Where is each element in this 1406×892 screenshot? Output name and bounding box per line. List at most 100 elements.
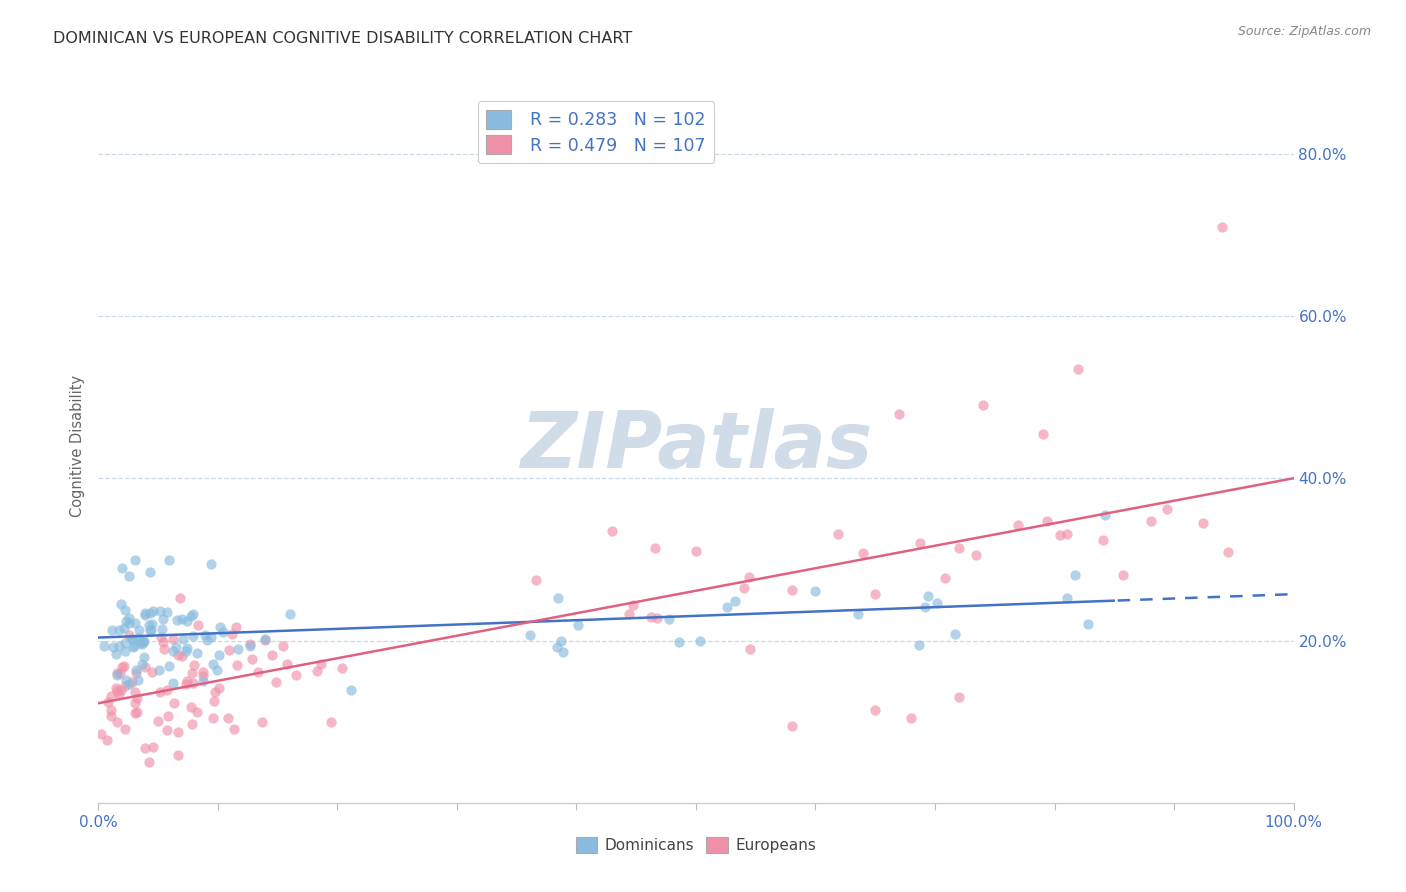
Point [207, 681, 229, 695]
Point [1112, 568, 1135, 582]
Point [100, 708, 122, 723]
Point [239, 637, 262, 651]
Point [239, 640, 262, 654]
Point [121, 632, 143, 646]
Point [1156, 502, 1178, 516]
Point [156, 723, 179, 737]
Point [163, 696, 186, 710]
Point [180, 700, 202, 714]
Point [111, 560, 134, 574]
Point [172, 612, 194, 626]
Point [162, 675, 184, 690]
Point [162, 632, 184, 646]
Point [108, 686, 131, 700]
Point [186, 706, 208, 720]
Point [108, 639, 131, 653]
Point [112, 659, 135, 673]
Point [200, 630, 222, 644]
Point [1032, 426, 1054, 441]
Point [118, 568, 141, 582]
Point [124, 696, 146, 710]
Point [181, 665, 204, 680]
Point [125, 690, 148, 705]
Point [567, 617, 589, 632]
Text: DOMINICAN VS EUROPEAN COGNITIVE DISABILITY CORRELATION CHART: DOMINICAN VS EUROPEAN COGNITIVE DISABILI… [53, 31, 633, 46]
Point [200, 557, 222, 571]
Point [125, 705, 148, 719]
Point [150, 622, 173, 636]
Point [138, 565, 160, 579]
Point [208, 620, 231, 634]
Point [96, 732, 118, 747]
Point [827, 527, 849, 541]
Point [733, 582, 755, 596]
Point [195, 632, 218, 647]
Point [689, 633, 711, 648]
Point [972, 399, 994, 413]
Point [97, 695, 120, 709]
Legend: Dominicans, Europeans: Dominicans, Europeans [569, 830, 823, 859]
Point [205, 663, 228, 677]
Text: ZIPatlas: ZIPatlas [520, 408, 872, 484]
Point [226, 642, 249, 657]
Point [142, 603, 165, 617]
Point [114, 643, 136, 657]
Point [246, 665, 269, 679]
Point [264, 675, 287, 690]
Point [186, 646, 208, 660]
Point [965, 549, 987, 563]
Point [201, 711, 224, 725]
Point [645, 611, 668, 625]
Point [141, 665, 163, 679]
Point [780, 719, 803, 733]
Point [124, 685, 146, 699]
Point [262, 648, 284, 662]
Point [141, 616, 163, 631]
Point [134, 741, 156, 756]
Point [737, 569, 759, 583]
Point [519, 628, 541, 642]
Point [121, 640, 143, 655]
Point [153, 642, 176, 657]
Point [221, 627, 243, 641]
Point [131, 634, 153, 648]
Point [658, 612, 681, 626]
Point [100, 690, 122, 704]
Point [550, 634, 572, 648]
Point [311, 657, 333, 671]
Point [170, 648, 193, 663]
Point [1077, 616, 1099, 631]
Point [162, 644, 184, 658]
Point [254, 633, 277, 648]
Point [157, 709, 180, 723]
Point [1049, 528, 1071, 542]
Point [305, 664, 328, 678]
Point [1218, 545, 1240, 559]
Point [846, 607, 869, 622]
Point [118, 628, 141, 642]
Point [1056, 527, 1078, 541]
Point [889, 407, 911, 421]
Point [167, 648, 190, 663]
Point [100, 702, 122, 716]
Point [128, 636, 150, 650]
Point [156, 682, 179, 697]
Point [724, 594, 747, 608]
Point [339, 683, 361, 698]
Point [1092, 533, 1115, 547]
Point [110, 597, 132, 611]
Y-axis label: Cognitive Disability: Cognitive Disability [70, 375, 86, 517]
Point [138, 623, 160, 637]
Point [183, 658, 205, 673]
Point [117, 676, 139, 690]
Point [124, 616, 146, 631]
Point [1211, 220, 1233, 235]
Point [118, 611, 141, 625]
Point [148, 663, 170, 677]
Point [271, 639, 294, 653]
Point [138, 617, 160, 632]
Point [114, 635, 136, 649]
Point [1139, 514, 1161, 528]
Point [114, 603, 136, 617]
Point [865, 702, 887, 716]
